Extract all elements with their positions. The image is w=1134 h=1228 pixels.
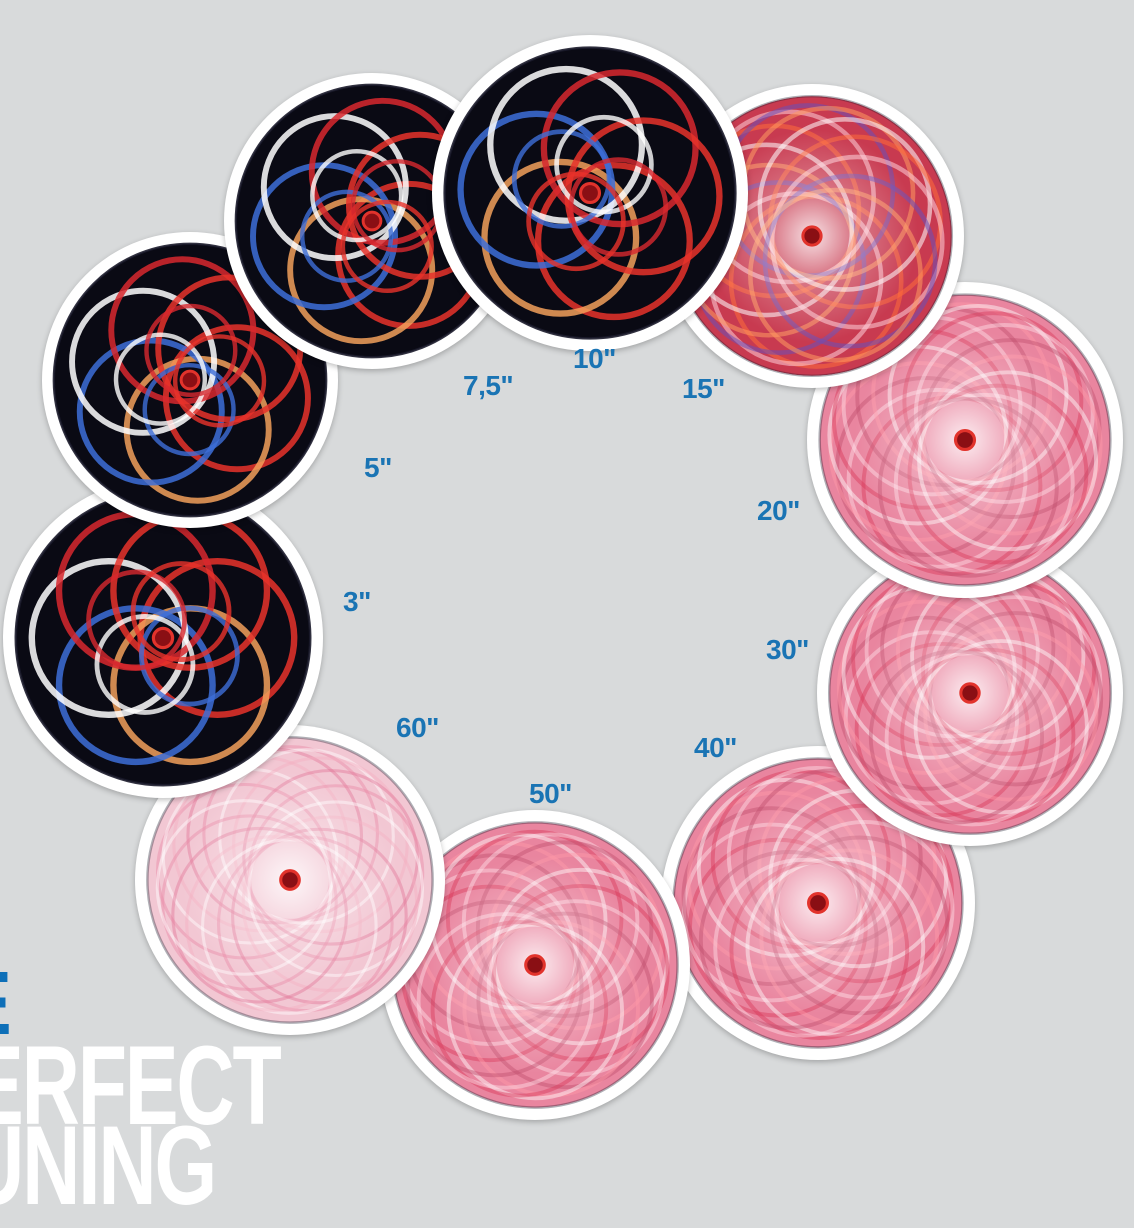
light-trail-image <box>818 293 1112 587</box>
exposure-label-40s: 40" <box>694 732 737 763</box>
exposure-label-10s: 10" <box>573 343 616 374</box>
exposure-label-5s: 5" <box>364 452 392 483</box>
exposure-label-20s: 20" <box>757 495 800 526</box>
light-trail-image <box>672 757 964 1049</box>
title-line-3: UNING <box>0 1103 217 1228</box>
title-line-2: ERFECT <box>0 1023 282 1148</box>
exposure-disc <box>817 540 1123 846</box>
disc-rim <box>818 293 1112 587</box>
exposure-label-50s: 50" <box>529 778 572 809</box>
light-trail-image <box>146 736 434 1024</box>
exposure-disc <box>3 478 323 798</box>
center-dot <box>279 869 301 891</box>
light-trail-image <box>391 821 679 1109</box>
exposure-disc <box>807 282 1123 598</box>
light-trail-image <box>828 551 1112 835</box>
exposure-label-15s: 15" <box>682 373 725 404</box>
center-dot <box>959 682 981 704</box>
exposure-label-7-5s: 7,5" <box>463 370 514 401</box>
disc-rim <box>443 46 737 340</box>
center-dot <box>953 428 977 452</box>
exposure-disc <box>135 725 445 1035</box>
center-dot <box>801 225 823 247</box>
center-dot <box>524 954 546 976</box>
exposure-disc <box>660 84 964 388</box>
exposure-label-60s: 60" <box>396 712 439 743</box>
light-trail-image <box>443 46 737 340</box>
center-dot <box>179 369 201 391</box>
center-dot <box>151 626 175 650</box>
exposure-label-30s: 30" <box>766 634 809 665</box>
exposure-label-3s: 3" <box>343 586 371 617</box>
center-dot <box>807 892 829 914</box>
center-dot <box>578 181 602 205</box>
center-dot <box>361 210 383 232</box>
disc-rim <box>52 242 328 518</box>
exposure-disc <box>432 35 748 351</box>
title-line-1: E <box>0 959 11 1049</box>
disc-rim <box>146 736 434 1024</box>
